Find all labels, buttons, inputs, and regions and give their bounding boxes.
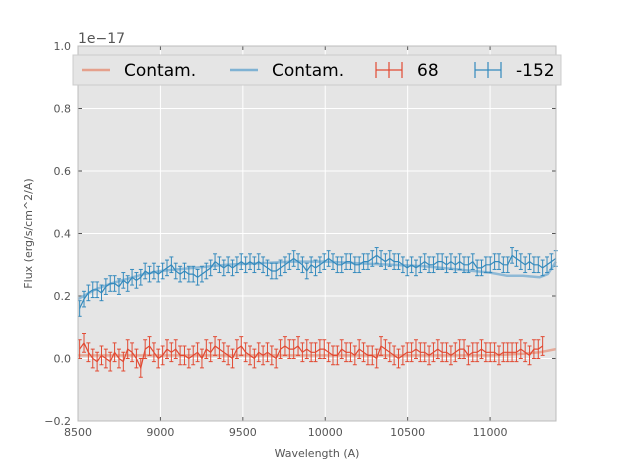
x-tick-label: 11000 <box>473 426 508 439</box>
x-axis-label: Wavelength (A) <box>275 447 360 460</box>
x-tick-label: 8500 <box>64 426 92 439</box>
x-tick-label: 9000 <box>146 426 174 439</box>
series-152-line <box>79 254 557 309</box>
series-layer <box>77 45 558 422</box>
plot-border <box>77 45 557 422</box>
y-tick-label: 1.0 <box>54 40 72 53</box>
x-tick-label: 9500 <box>229 426 257 439</box>
y-tick-label: 0.2 <box>54 290 72 303</box>
legend-label-2: 68 <box>417 61 439 81</box>
y-tick-label: 0.4 <box>54 228 72 241</box>
x-axis-ticks: 8500 9000 9500 10000 10500 11000 <box>64 46 508 439</box>
x-tick-label: 10500 <box>390 426 425 439</box>
y-tick-label: 0.0 <box>54 353 72 366</box>
legend-label-1: Contam. <box>272 61 344 81</box>
y-axis-label: Flux (erg/s/cm^2/A) <box>22 178 35 288</box>
legend-label-0: Contam. <box>124 61 196 81</box>
legend-label-3: -152 <box>516 61 555 81</box>
x-tick-label: 10000 <box>308 426 343 439</box>
y-tick-label: 0.6 <box>54 165 72 178</box>
y-tick-label: −0.2 <box>44 415 71 428</box>
y-tick-label: 0.8 <box>54 103 72 116</box>
y-axis-ticks: −0.2 0.0 0.2 0.4 0.6 0.8 1.0 <box>44 40 556 428</box>
y-offset-label: 1e−17 <box>78 31 125 47</box>
legend: Contam. Contam. 68 -152 <box>72 54 562 86</box>
